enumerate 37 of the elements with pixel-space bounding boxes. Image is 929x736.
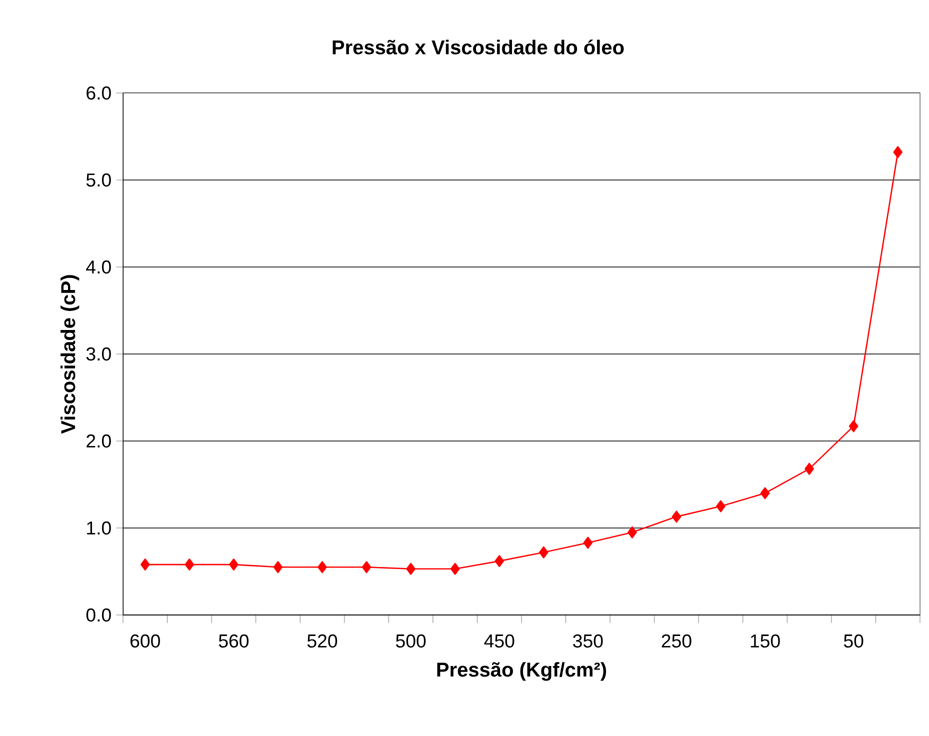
x-tick-label: 350 [573, 634, 603, 648]
x-tick-label: 560 [218, 634, 249, 648]
x-tick-label: 500 [396, 634, 426, 648]
point [538, 546, 548, 558]
y-tick-label: 4.0 [86, 260, 111, 274]
point [628, 526, 637, 538]
point [760, 487, 770, 500]
x-tick-label: 50 [844, 634, 864, 648]
point [450, 562, 460, 575]
point [893, 146, 903, 158]
y-tick-label: 3.0 [86, 347, 111, 361]
y-tick-label: 6.0 [86, 86, 111, 100]
x-tick-label: 150 [750, 634, 780, 648]
point [583, 536, 593, 549]
x-tick-label: 250 [662, 634, 692, 648]
y-tick-label: 0.0 [86, 608, 111, 622]
x-tick-label: 600 [130, 634, 160, 648]
point [672, 510, 682, 523]
point [184, 558, 194, 571]
point [362, 561, 372, 574]
point [273, 561, 283, 574]
x-tick-label: 450 [484, 634, 514, 648]
point [716, 500, 726, 512]
y-tick-label: 5.0 [86, 173, 111, 187]
chart-title: Pressão x Viscosidade do óleo [332, 40, 624, 54]
y-axis-title: Viscosidade (cP) [60, 275, 80, 434]
point [494, 555, 504, 568]
point [804, 462, 814, 475]
point [140, 558, 150, 571]
x-axis-title: Pressão (Kgf/cm²) [437, 662, 606, 681]
y-tick-label: 2.0 [86, 434, 111, 448]
point [229, 558, 238, 571]
y-tick-label: 1.0 [87, 521, 111, 535]
point [318, 561, 327, 574]
x-tick-label: 520 [307, 634, 338, 648]
point [406, 562, 416, 575]
point [848, 420, 858, 432]
